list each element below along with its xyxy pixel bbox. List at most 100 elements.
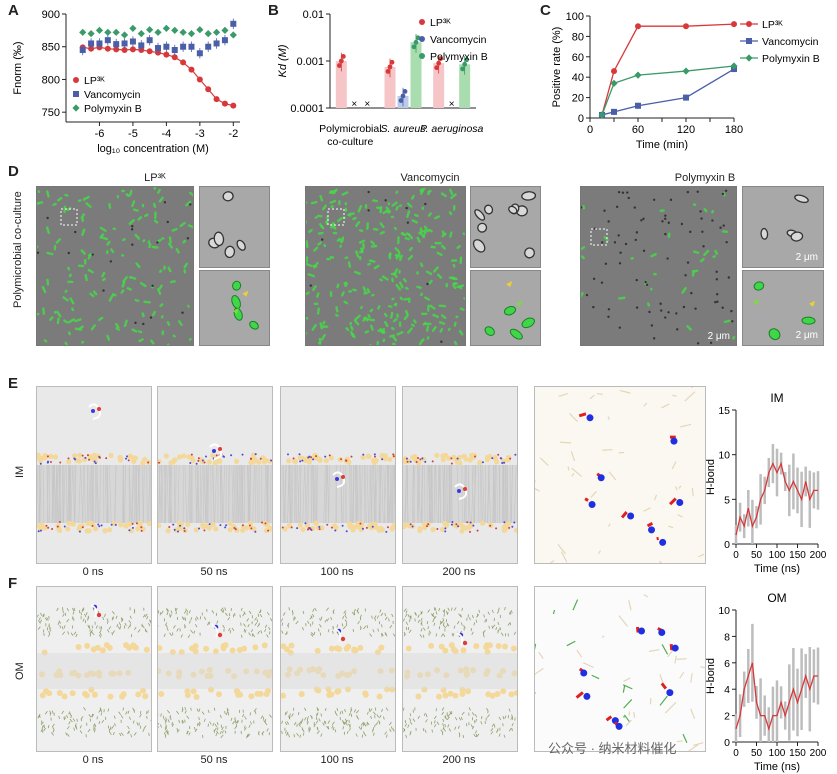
lps-chain [211,610,215,614]
bacterium-cell [157,188,161,194]
bacterium-cell [151,310,157,317]
bacterium-cell [69,297,75,305]
data-point [205,43,212,50]
lps-chain [125,711,128,715]
atom [198,527,201,530]
chart-title: IM [770,391,783,405]
bacterium-cell [310,200,318,205]
lipid-stick [674,486,678,491]
lipid-stick [558,392,568,397]
lps-chain [119,732,122,737]
lps-chain [180,634,183,638]
bacterium-cell [98,316,104,322]
lps-chain [219,714,222,719]
md-time-label: 0 ns [82,754,104,766]
bacterium-cell [312,285,317,292]
lps-chain [438,607,441,612]
lipid-tail [312,464,314,524]
lps-chain [422,627,426,631]
bacterium-cell [404,237,411,241]
lipid-stick [633,711,636,718]
lps-chain [111,725,115,729]
lps-chain [127,625,131,629]
lps-chain [149,619,151,623]
bacterium-cell [329,291,333,298]
peptide-atom [341,475,345,479]
bacterium-cell [224,245,236,259]
bacterium-cell [406,327,413,334]
bacterium-dark [666,257,669,260]
peptide-atom [462,640,468,646]
lps-chain [73,631,77,636]
lps-chain [374,724,376,728]
bacterium-cell [368,259,376,263]
lipid-head [442,647,449,654]
lipid-head [494,690,501,697]
y-tick-label: 0 [578,113,584,125]
arrowhead-marker [753,299,760,306]
lps-chain [190,707,192,711]
atom [362,453,365,456]
data-point [230,102,237,109]
lps-chain [424,729,427,733]
nitrogen-atom [597,474,605,482]
lipid-head [37,526,44,532]
lps-chain [430,613,434,617]
lps-chain [47,725,50,729]
lps-chain [409,717,412,722]
micrograph-vanco-zoom-fl [470,270,541,346]
atom [306,528,309,531]
lps-chain [66,607,69,612]
lipid-head [250,452,256,458]
data-point [163,51,170,58]
bacterium-cell [37,190,41,194]
lipid-head [297,522,303,528]
lipid-tail [444,464,447,524]
lipid-stick [690,673,693,683]
bar [433,63,445,108]
lps-chain [283,612,286,616]
bacterium-cell [352,288,357,292]
bacterium-dark [686,190,690,194]
data-point [385,69,391,74]
lps-chain [473,622,476,626]
bacterium-cell [681,286,687,294]
bacterium-dark [617,234,620,237]
lps-chain [203,718,206,722]
lipid-stick [643,402,648,407]
lps-chain [220,734,224,739]
bacterium-cell [416,236,421,243]
lps-chain [472,726,475,730]
lps-chain [307,620,310,624]
hbond-residue [646,521,654,528]
data-point [180,43,187,50]
bacterium-dark [716,300,719,303]
lps-chain [381,632,384,637]
lipid-stick [674,655,677,664]
lps-chain [425,719,428,723]
bacterium-cell [87,268,94,274]
lps-chain [120,715,124,719]
series-line [601,23,735,116]
lps-chain [463,625,466,629]
lipid-tail [55,464,57,524]
bacterium-cell [405,232,411,236]
bacterium-dark [37,251,40,254]
x-tick-label: 0 [733,550,739,561]
y-tick-label: 0 [724,539,730,551]
lps-chain [109,731,112,736]
lps-chain [433,616,437,620]
bacterium-cell [429,304,436,310]
bacterium-cell [45,226,50,235]
lps-chain [43,727,46,732]
bacterium-cell [320,225,325,230]
lps-chain [115,615,118,619]
bacterium-cell [477,222,488,233]
peptide [456,632,464,646]
lps-chain [442,622,445,626]
lps-chain [349,724,351,728]
md-time-label: 50 ns [200,754,228,766]
lps-chain [227,616,231,621]
bacterium-dark [131,243,134,246]
lipid-stick [572,599,579,611]
